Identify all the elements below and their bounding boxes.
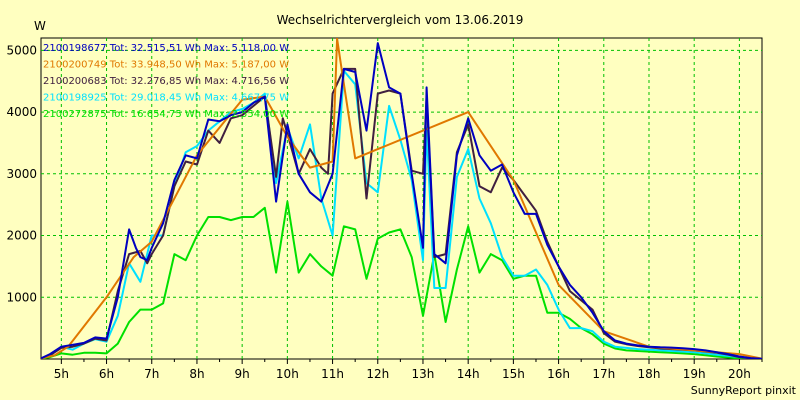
x-tick-label: 10h — [276, 367, 299, 381]
x-tick-label: 19h — [683, 367, 706, 381]
x-tick-label: 12h — [366, 367, 389, 381]
x-tick-label: 17h — [592, 367, 615, 381]
series-line-2100198925 — [41, 69, 762, 359]
x-tick-label: 8h — [189, 367, 204, 381]
legend-entry: 2100198677 Tot: 32.515,51 Wh Max: 5.118,… — [43, 43, 289, 54]
x-tick-label: 20h — [728, 367, 751, 381]
y-tick-label: 1000 — [6, 290, 37, 304]
x-tick-label: 7h — [144, 367, 159, 381]
legend-entry: 2100200749 Tot: 33.948,50 Wh Max: 5.187,… — [43, 60, 289, 71]
x-tick-label: 9h — [235, 367, 250, 381]
plot-area: 1000 2000 3000 4000 5000 5h 6h 7h 8h 9h 10h 11h 12h 1… — [6, 37, 763, 381]
footer-credit: SunnyReport pinxit — [691, 384, 797, 397]
x-tick-label: 11h — [321, 367, 344, 381]
legend-entry: 2100198925 Tot: 29.018,45 Wh Max: 4.667,… — [43, 93, 289, 104]
x-tick-label: 6h — [99, 367, 114, 381]
x-tick-label: 5h — [54, 367, 69, 381]
series-line-2100272875 — [41, 200, 762, 359]
series-line-2100198677 — [41, 42, 762, 359]
series-line-2100200749 — [41, 38, 762, 359]
x-tick-label: 14h — [457, 367, 480, 381]
x-tick-label: 16h — [547, 367, 570, 381]
plot-frame — [40, 37, 763, 360]
legend-entry: 2100200683 Tot: 32.276,85 Wh Max: 4.716,… — [43, 76, 289, 87]
y-tick-label: 2000 — [6, 229, 37, 243]
x-tick-label: 18h — [638, 367, 661, 381]
y-tick-label: 4000 — [6, 105, 37, 119]
chart-title: Wechselrichtervergleich vom 13.06.2019 — [277, 13, 524, 27]
x-tick-label: 15h — [502, 367, 525, 381]
y-axis-unit-label: W — [34, 19, 46, 33]
legend-entry: 2100272875 Tot: 16.654,75 Wh Max: 2.554,… — [43, 109, 289, 120]
y-tick-label: 3000 — [6, 167, 37, 181]
x-tick-label: 13h — [412, 367, 435, 381]
y-tick-label: 5000 — [6, 43, 37, 57]
